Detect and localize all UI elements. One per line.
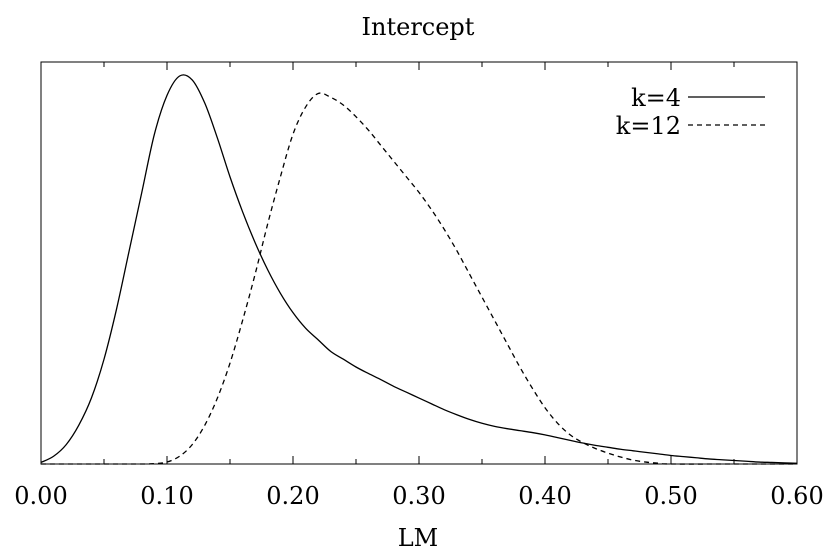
x-tick-label: 0.40: [518, 482, 571, 510]
legend: k=4 k=12: [616, 84, 765, 140]
x-axis-label: LM: [398, 524, 439, 552]
x-tick-label: 0.00: [14, 482, 67, 510]
series-line-k12: [40, 92, 797, 465]
chart-title: Intercept: [362, 13, 475, 41]
series-lines: [40, 74, 798, 465]
plot-frame: [40, 61, 798, 465]
x-tick-label: 0.30: [392, 482, 445, 510]
legend-label-k4: k=4: [631, 84, 681, 112]
series-line-k4: [40, 74, 798, 464]
x-tick-label: 0.20: [266, 482, 319, 510]
x-tick-label: 0.10: [140, 482, 193, 510]
x-tick-label: 0.50: [644, 482, 697, 510]
x-axis-tick-labels: 0.00 0.10 0.20 0.30 0.40 0.50 0.60: [14, 482, 823, 510]
x-axis-ticks: [40, 62, 798, 464]
x-tick-label: 0.60: [770, 482, 823, 510]
legend-label-k12: k=12: [616, 112, 681, 140]
